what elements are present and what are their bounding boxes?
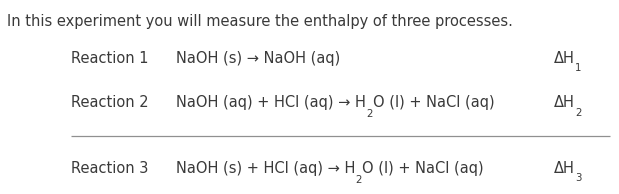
Text: O (l) + NaCl (aq): O (l) + NaCl (aq) — [362, 161, 484, 176]
Text: In this experiment you will measure the enthalpy of three processes.: In this experiment you will measure the … — [7, 14, 513, 29]
Text: 2: 2 — [356, 175, 362, 185]
Text: ΔH: ΔH — [554, 95, 575, 110]
Text: O (l) + NaCl (aq): O (l) + NaCl (aq) — [373, 95, 495, 110]
Text: 1: 1 — [575, 63, 581, 73]
Text: NaOH (aq) + HCl (aq) → H: NaOH (aq) + HCl (aq) → H — [176, 95, 366, 110]
Text: Reaction 1: Reaction 1 — [71, 51, 149, 66]
Text: Reaction 2: Reaction 2 — [71, 95, 149, 110]
Text: 3: 3 — [575, 173, 581, 184]
Text: 2: 2 — [575, 107, 581, 118]
Text: ΔH: ΔH — [554, 161, 575, 176]
Text: ΔH: ΔH — [554, 51, 575, 66]
Text: NaOH (s) → NaOH (aq): NaOH (s) → NaOH (aq) — [176, 51, 340, 66]
Text: 2: 2 — [366, 109, 373, 120]
Text: NaOH (s) + HCl (aq) → H: NaOH (s) + HCl (aq) → H — [176, 161, 356, 176]
Text: Reaction 3: Reaction 3 — [71, 161, 149, 176]
